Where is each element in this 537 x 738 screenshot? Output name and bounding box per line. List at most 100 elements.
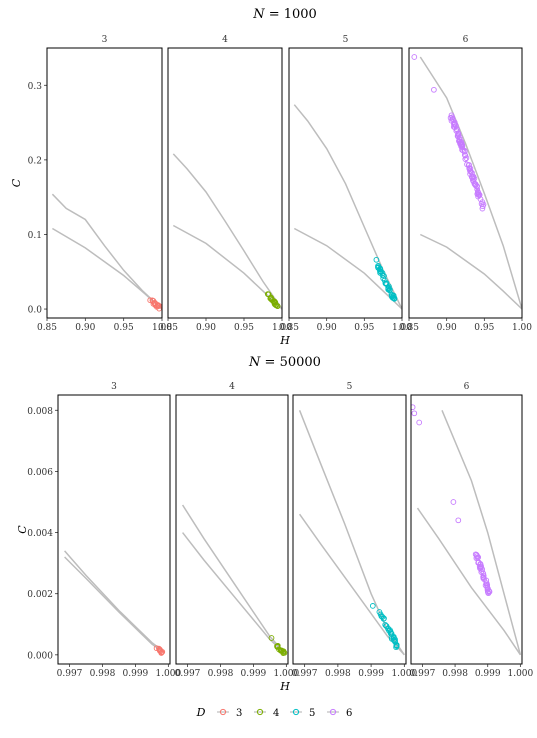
data-point <box>154 302 161 309</box>
data-point <box>390 292 397 299</box>
lower-curve-line <box>52 227 162 310</box>
data-point <box>475 193 481 200</box>
data-point <box>158 649 165 656</box>
upper-curve-line <box>51 193 162 310</box>
y-axis-label: C <box>10 178 23 187</box>
lower-curve-line <box>419 233 522 310</box>
x-tick-label: 0.999 <box>358 669 384 679</box>
y-axis-label: C <box>16 525 29 534</box>
data-point <box>376 609 383 615</box>
panel-5: 5 0.997 0.998 0.999 1.000 <box>292 382 418 679</box>
x-tick-label: 0.999 <box>241 669 267 679</box>
data-point <box>264 291 271 297</box>
x-tick-label: 1.00 <box>152 323 172 333</box>
panel-strip-label: 3 <box>102 35 108 45</box>
data-point <box>468 174 475 180</box>
upper-curve-line <box>441 410 522 655</box>
data-point <box>392 637 398 644</box>
data-point <box>431 86 437 93</box>
legend: D 3 4 5 6 <box>196 706 353 719</box>
y-tick-label: 0.0 <box>28 306 43 316</box>
panel-plot-area <box>181 504 288 656</box>
data-point <box>480 574 486 580</box>
x-tick-label: 0.997 <box>57 669 83 679</box>
data-point <box>450 117 456 123</box>
y-tick-label: 0.1 <box>28 231 42 241</box>
chart-title-var: N <box>248 355 261 370</box>
data-point <box>480 570 487 577</box>
panel-strip-label: 4 <box>222 35 228 45</box>
panel-border <box>408 47 523 319</box>
data-point <box>383 623 390 629</box>
panel-border <box>46 47 163 319</box>
data-point <box>411 404 416 411</box>
data-point <box>274 643 281 649</box>
data-point <box>382 280 389 287</box>
panel-5: 5 0.85 0.90 0.95 1.00 <box>279 35 412 333</box>
y-tick-label: 0.008 <box>27 407 53 417</box>
chart-2: N = 50000 0.000 0.002 0.004 0.006 0.008 C H 3 0.9… <box>16 355 534 693</box>
data-point <box>455 517 462 524</box>
data-point <box>387 286 393 293</box>
x-tick-label: 1.00 <box>392 323 412 333</box>
panel-strip-label: 5 <box>343 35 349 45</box>
panel-3: 3 0.85 0.90 0.95 1.00 <box>37 35 172 333</box>
chart-title-rest: = 1000 <box>265 7 317 22</box>
data-point <box>470 178 477 185</box>
panel-strip-label: 4 <box>229 382 235 392</box>
x-tick-label: 0.998 <box>208 669 234 679</box>
y-tick-label: 0.006 <box>27 468 53 478</box>
data-point <box>147 297 154 304</box>
data-point <box>268 294 274 301</box>
x-tick-label: 0.998 <box>90 669 116 679</box>
data-point <box>369 603 376 609</box>
data-point <box>274 303 281 310</box>
x-tick-label: 0.998 <box>325 669 351 679</box>
data-point <box>387 627 393 633</box>
y-tick-label: 0.002 <box>27 590 53 600</box>
data-point <box>462 152 469 159</box>
data-point <box>478 564 484 570</box>
upper-curve-line <box>298 410 405 656</box>
legend-key-point <box>329 708 337 716</box>
data-point <box>463 155 470 161</box>
upper-curve-line <box>64 550 163 651</box>
panel-plot-area <box>293 104 402 310</box>
data-point <box>377 266 383 272</box>
data-point <box>153 645 160 652</box>
panel-4: 4 0.85 0.90 0.95 1.00 <box>158 35 292 333</box>
x-tick-label: 0.85 <box>399 323 419 333</box>
panel-plot-area <box>64 550 166 656</box>
legend-item-label: 4 <box>273 708 279 719</box>
x-tick-label: 0.85 <box>279 323 299 333</box>
panel-border <box>292 394 407 665</box>
x-tick-label: 0.95 <box>474 323 494 333</box>
x-tick-label: 0.90 <box>317 323 337 333</box>
legend-item-4: 4 <box>254 708 279 719</box>
data-point <box>462 156 469 162</box>
panel-strip-label: 6 <box>463 35 469 45</box>
x-tick-label: 0.999 <box>123 669 149 679</box>
panel-plot-area <box>411 404 522 656</box>
data-point <box>450 123 457 130</box>
data-point <box>149 297 156 304</box>
panel-strip-label: 6 <box>464 382 470 392</box>
x-tick-label: 1.000 <box>273 669 299 679</box>
panel-plot-area <box>298 410 405 656</box>
data-point <box>456 138 462 144</box>
data-point <box>385 285 392 292</box>
data-point <box>281 649 288 656</box>
upper-curve-line <box>419 56 522 310</box>
data-point <box>466 166 473 172</box>
legend-item-3: 3 <box>217 708 242 719</box>
x-tick-label: 0.997 <box>292 669 318 679</box>
x-axis-label: H <box>279 680 290 693</box>
panel-strip-label: 3 <box>111 382 117 392</box>
data-point <box>411 410 418 417</box>
x-tick-label: 0.997 <box>175 669 201 679</box>
x-tick-label: 1.000 <box>507 669 533 679</box>
data-point <box>479 203 486 210</box>
legend-key-point <box>219 708 227 716</box>
data-point <box>483 580 490 587</box>
